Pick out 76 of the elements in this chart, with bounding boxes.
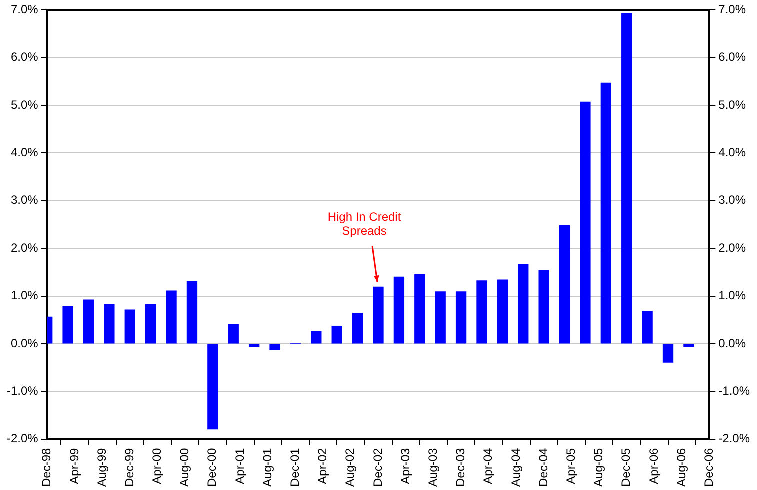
y2-tick-label: 4.0%	[718, 146, 746, 160]
bar	[580, 102, 591, 344]
bar	[373, 286, 384, 344]
bar	[518, 264, 529, 344]
y2-tick-label: 5.0%	[718, 98, 746, 112]
bar	[476, 280, 488, 344]
x-tick-label: Apr-03	[398, 448, 412, 484]
annotation: High In Credit Spreads	[328, 210, 402, 238]
y2-tick-label: -2.0%	[718, 432, 750, 446]
x-tick-label: Dec-01	[288, 448, 302, 487]
x-tick-label: Dec-04	[536, 448, 550, 487]
x-tick-label: Dec-03	[454, 448, 468, 487]
y-tick-label: 7.0%	[10, 2, 39, 17]
x-tick-label: Aug-00	[178, 448, 192, 488]
x-tick-label: Dec-98	[40, 448, 54, 487]
x-tick-label: Aug-06	[674, 448, 688, 488]
x-tick-label: Dec-99	[122, 448, 136, 487]
bar	[186, 281, 198, 344]
bar	[208, 344, 218, 430]
x-tick-label: Aug-99	[94, 448, 109, 488]
bar	[662, 344, 674, 363]
bar	[311, 331, 322, 344]
bar	[352, 313, 364, 344]
y2-tick-label: 0.0%	[718, 336, 746, 350]
x-tick-label: Dec-00	[205, 448, 220, 487]
y2-tick-label: 1.0%	[718, 288, 746, 303]
y-tick-label: -1.0%	[6, 384, 39, 398]
bar	[538, 270, 550, 344]
bar	[622, 13, 632, 344]
y2-tick-label: 6.0%	[718, 50, 746, 64]
bar	[435, 292, 446, 344]
y2-tick-label: 2.0%	[718, 240, 746, 255]
x-tick-label: Apr-02	[316, 448, 330, 484]
x-tick-label: Apr-06	[646, 448, 661, 484]
x-tick-label: Aug-04	[508, 448, 523, 488]
bar	[124, 310, 136, 344]
x-tick-label: Dec-05	[619, 448, 634, 487]
bar	[684, 344, 694, 348]
x-tick-label: Dec-02	[370, 448, 385, 487]
x-tick-label: Apr-00	[150, 448, 164, 484]
x-tick-label: Apr-01	[232, 448, 247, 484]
y-tick-label: 1.0%	[10, 288, 39, 303]
x-tick-label: Aug-01	[260, 448, 274, 488]
x-tick-label: Apr-04	[481, 448, 496, 484]
bar	[228, 324, 239, 344]
y-tick-label: -2.0%	[6, 432, 39, 446]
y-tick-label: 4.0%	[10, 146, 39, 160]
bar	[332, 326, 342, 344]
bar	[559, 225, 570, 344]
y2-tick-label: -1.0%	[718, 384, 750, 398]
x-tick-label: Aug-05	[592, 448, 606, 488]
bar	[497, 280, 508, 344]
x-tick-label: Dec-06	[702, 448, 716, 487]
bar	[166, 290, 177, 344]
x-tick-label: Apr-05	[564, 448, 578, 484]
x-tick-label: Apr-99	[67, 448, 82, 484]
bar	[642, 311, 653, 344]
bar	[62, 306, 74, 344]
bar	[270, 344, 280, 350]
y-tick-label: 5.0%	[10, 98, 39, 112]
bar	[104, 304, 115, 344]
bar	[146, 304, 156, 344]
y-tick-label: 3.0%	[10, 193, 39, 208]
bar	[394, 276, 405, 344]
bar	[456, 292, 467, 344]
y2-tick-label: 7.0%	[718, 2, 746, 17]
y-tick-label: 2.0%	[10, 240, 39, 255]
bar	[600, 82, 612, 344]
y2-tick-label: 3.0%	[718, 193, 746, 208]
bar	[248, 344, 260, 348]
bar	[414, 274, 426, 344]
y-tick-label: 6.0%	[10, 50, 39, 64]
bar	[83, 300, 94, 344]
y-tick-label: 0.0%	[10, 336, 39, 350]
x-tick-label: Aug-03	[426, 448, 440, 488]
x-tick-label: Aug-02	[343, 448, 358, 488]
